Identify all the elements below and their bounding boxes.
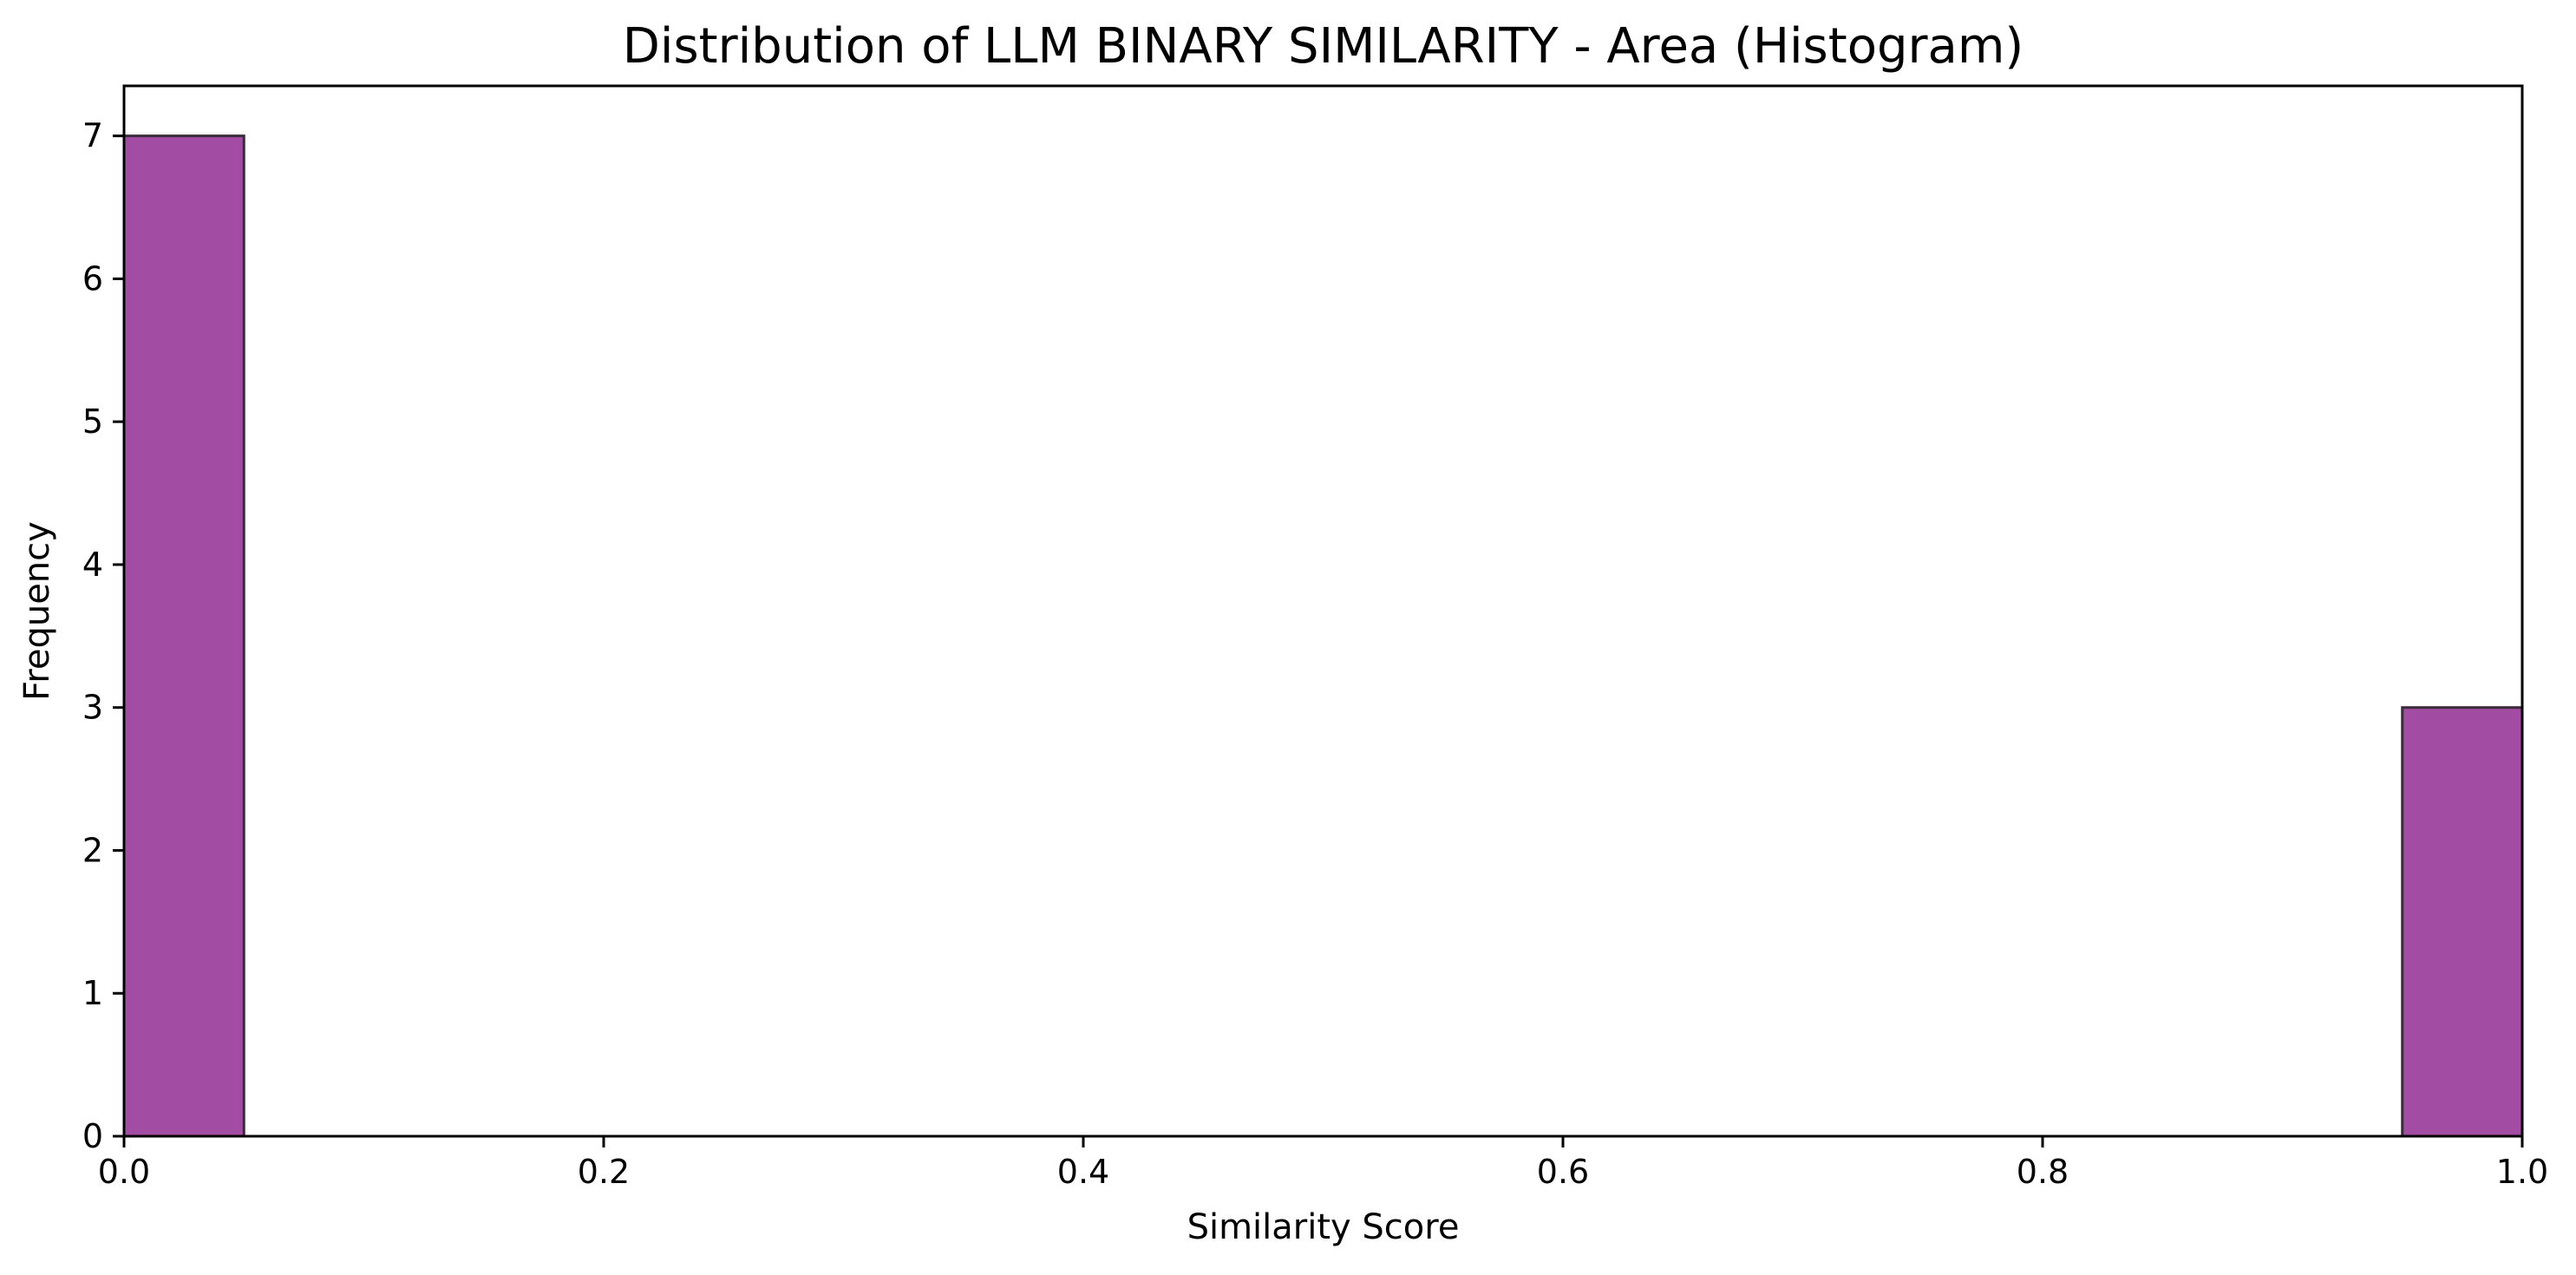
x-tick-label: 0.8 bbox=[2017, 1153, 2069, 1191]
y-tick-label: 0 bbox=[82, 1117, 103, 1155]
histogram-bar bbox=[2401, 706, 2524, 1138]
y-tick-label: 6 bbox=[82, 259, 103, 298]
x-tick-label: 1.0 bbox=[2496, 1153, 2548, 1191]
x-tick-label: 0.6 bbox=[1537, 1153, 1589, 1191]
bars-layer bbox=[122, 134, 2524, 1138]
y-tick-label: 1 bbox=[82, 974, 103, 1012]
x-tick-label: 0.2 bbox=[578, 1153, 630, 1191]
histogram-bar bbox=[122, 134, 245, 1138]
y-tick-label: 3 bbox=[82, 689, 103, 727]
y-tick-label: 4 bbox=[82, 546, 103, 584]
x-axis-ticks: 0.0 0.2 0.4 0.6 0.8 1.0 bbox=[98, 1136, 2548, 1191]
x-tick-label: 0.0 bbox=[98, 1153, 150, 1191]
chart-title: Distribution of LLM BINARY SIMILARITY - … bbox=[623, 18, 2024, 75]
y-axis-ticks: 0 1 2 3 4 5 6 7 bbox=[82, 117, 124, 1155]
x-axis-title: Similarity Score bbox=[1187, 1207, 1460, 1247]
y-tick-label: 7 bbox=[82, 117, 103, 155]
y-axis-title: Frequency bbox=[17, 521, 57, 701]
y-tick-label: 5 bbox=[82, 402, 103, 441]
y-tick-label: 2 bbox=[82, 831, 103, 869]
x-tick-label: 0.4 bbox=[1057, 1153, 1109, 1191]
plot-frame bbox=[122, 84, 2524, 1138]
